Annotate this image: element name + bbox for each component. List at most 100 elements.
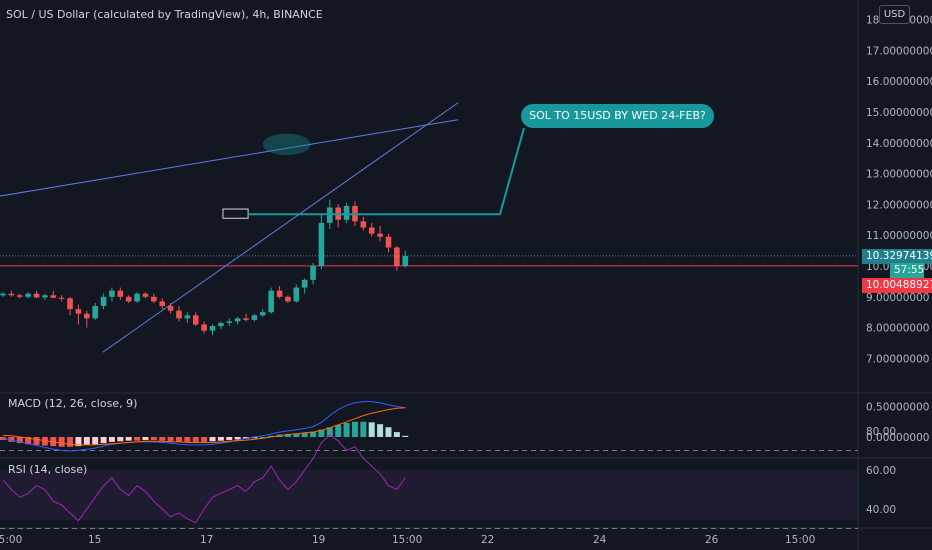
trendline-upper: [0, 119, 459, 197]
candle-body: [402, 255, 409, 266]
candle-body: [209, 326, 216, 331]
candle-body: [16, 295, 23, 297]
macd-histogram-bar: [335, 424, 342, 437]
macd-histogram-bar: [251, 437, 258, 439]
macd-histogram-bar: [226, 437, 233, 441]
macd-histogram-bar: [16, 437, 23, 444]
rsi-tick-label: 60.00: [866, 465, 896, 477]
macd-histogram-bar: [284, 433, 291, 437]
trendlines[interactable]: [0, 102, 459, 353]
trendline-lower: [102, 102, 459, 353]
candlesticks[interactable]: [0, 199, 409, 336]
macd-histogram-bar: [310, 431, 317, 437]
candle-body: [385, 236, 392, 248]
macd-histogram-bar: [217, 437, 224, 441]
time-tick-label: 24: [593, 534, 607, 546]
candle-body: [394, 247, 400, 266]
candle-body: [251, 315, 258, 320]
candle-body: [58, 297, 65, 299]
rsi-line: [2, 434, 406, 524]
candle-body: [0, 293, 6, 296]
macd-pane[interactable]: [0, 401, 409, 452]
candle-body: [301, 279, 308, 288]
price-tick-label: 8.00000000: [866, 323, 929, 335]
macd-histogram-bar: [25, 437, 32, 445]
candle-body: [134, 293, 140, 302]
time-tick-label: 15:00: [785, 534, 815, 546]
macd-line: [2, 401, 406, 452]
macd-histogram-bar: [368, 422, 375, 437]
macd-label[interactable]: MACD (12, 26, close, 9): [8, 397, 138, 410]
rsi-tick-label: 40.00: [866, 504, 896, 516]
macd-histogram-bar: [167, 437, 174, 442]
rsi-label[interactable]: RSI (14, close): [8, 463, 88, 476]
price-tick-label: 7.00000000: [866, 353, 929, 365]
symbol-title: SOL / US Dollar (calculated by TradingVi…: [6, 8, 323, 21]
macd-histogram-bar: [192, 437, 199, 442]
macd-histogram-bar: [402, 435, 409, 437]
price-tick-label: 16.00000000: [866, 76, 932, 88]
callout-label[interactable]: SOL TO 15USD BY WED 24-FEB?: [521, 104, 714, 128]
candle-body: [243, 318, 249, 320]
macd-tick-label: 0.00000000: [866, 432, 929, 444]
rsi-tick-label: 80.00: [866, 426, 896, 438]
target-box: [222, 208, 249, 219]
candle-body: [25, 293, 31, 297]
price-tick-label: 13.00000000: [866, 169, 932, 181]
candle-body: [201, 324, 207, 331]
time-tick-label: 15:00: [0, 534, 22, 546]
candle-body: [8, 293, 15, 296]
time-tick-label: 22: [481, 534, 494, 546]
candle-body: [293, 287, 300, 302]
candle-body: [176, 310, 182, 319]
candle-body: [259, 312, 266, 316]
candle-body: [343, 205, 350, 220]
macd-histogram-bar: [301, 432, 308, 437]
macd-histogram-bar: [318, 429, 325, 437]
red-line-price-tag: 10.00488927: [862, 278, 932, 293]
price-tick-label: 14.00000000: [866, 138, 932, 150]
last-price-tag: 10.32974139: [862, 249, 932, 264]
macd-histogram-bar: [125, 437, 132, 441]
macd-histogram-bar: [41, 437, 48, 446]
price-tick-label: 11.00000000: [866, 230, 932, 242]
macd-histogram-bar: [377, 424, 384, 437]
macd-histogram-bar: [343, 422, 350, 437]
macd-histogram-bar: [385, 427, 392, 437]
macd-histogram-bar: [201, 437, 208, 442]
macd-histogram-bar: [259, 437, 266, 438]
candle-body: [234, 318, 241, 322]
time-tick-label: 19: [312, 534, 325, 546]
candle-body: [268, 290, 274, 313]
macd-histogram-bar: [33, 437, 40, 445]
countdown-tag: 57:55: [890, 263, 925, 278]
macd-histogram-bar: [293, 433, 300, 437]
macd-histogram-bar: [150, 437, 157, 441]
annotation-drawings[interactable]: [222, 127, 525, 219]
macd-histogram-bar: [175, 437, 182, 442]
macd-histogram-bar: [134, 437, 141, 441]
candle-body: [50, 295, 57, 298]
candle-body: [360, 221, 367, 228]
macd-histogram-bar: [67, 437, 74, 447]
macd-histogram-bar: [108, 437, 115, 442]
currency-button[interactable]: USD: [879, 5, 910, 24]
candle-body: [117, 290, 124, 297]
macd-histogram-bar: [83, 437, 90, 445]
candle-body: [125, 296, 132, 302]
macd-histogram-bar: [393, 432, 400, 437]
candle-body: [192, 315, 199, 325]
price-tick-label: 17.00000000: [866, 45, 932, 57]
target-ellipse: [262, 133, 311, 156]
rsi-pane[interactable]: [2, 434, 406, 524]
macd-histogram-bar: [159, 437, 166, 441]
candle-body: [67, 298, 73, 310]
candle-body: [75, 309, 82, 314]
macd-tick-label: 0.50000000: [866, 402, 929, 414]
macd-histogram-bar: [8, 437, 15, 442]
signal-line: [2, 407, 406, 446]
candle-body: [218, 322, 224, 327]
candle-body: [84, 313, 90, 319]
macd-histogram-bar: [351, 421, 358, 437]
